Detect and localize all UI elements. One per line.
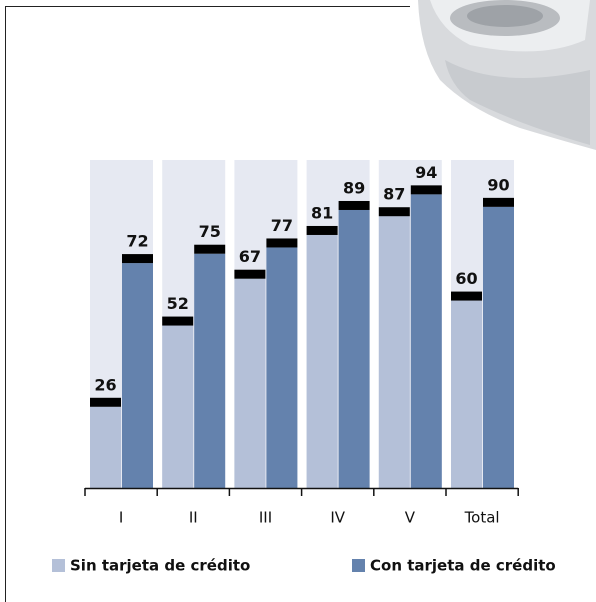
bar-cap xyxy=(234,269,266,279)
value-label: 52 xyxy=(167,294,189,313)
bar-cap xyxy=(90,397,121,407)
bar-cap xyxy=(410,185,442,195)
x-tick-label: III xyxy=(259,509,272,527)
bar-cap xyxy=(378,207,410,217)
bar-cap xyxy=(266,238,298,248)
bar xyxy=(194,253,226,488)
bar-cap xyxy=(162,316,194,326)
bar xyxy=(266,247,298,488)
value-label: 77 xyxy=(271,216,293,235)
bar-cap xyxy=(338,200,370,210)
value-label: 81 xyxy=(311,203,333,222)
x-tick-label: IV xyxy=(330,509,345,527)
x-tick-label: II xyxy=(189,509,198,527)
bar xyxy=(306,234,338,488)
bar xyxy=(162,325,194,488)
legend-label: Con tarjeta de crédito xyxy=(370,557,556,575)
x-tick-label: V xyxy=(405,509,416,527)
bar xyxy=(122,263,153,488)
x-tick-label: Total xyxy=(464,509,500,527)
value-label: 89 xyxy=(343,178,365,197)
bar xyxy=(410,194,442,488)
bar xyxy=(338,209,370,488)
bar-cap xyxy=(483,197,514,207)
bar-cap xyxy=(306,225,338,235)
bar xyxy=(90,406,121,488)
value-label: 60 xyxy=(455,269,477,288)
bar xyxy=(378,216,410,488)
legend-swatch xyxy=(52,559,65,572)
bar-cap xyxy=(451,291,482,301)
value-label: 26 xyxy=(94,375,116,394)
bar xyxy=(234,278,266,488)
bar xyxy=(451,300,482,488)
value-label: 72 xyxy=(126,232,148,251)
bar xyxy=(483,206,514,488)
washing-machine-illustration xyxy=(418,0,596,150)
value-label: 75 xyxy=(199,222,221,241)
value-label: 87 xyxy=(383,185,405,204)
value-label: 94 xyxy=(415,163,437,182)
legend-swatch xyxy=(352,559,365,572)
value-label: 90 xyxy=(487,175,509,194)
legend-label: Sin tarjeta de crédito xyxy=(70,557,250,575)
x-tick-label: I xyxy=(119,509,123,527)
bar-cap xyxy=(122,254,153,264)
bar-cap xyxy=(194,244,226,254)
value-label: 67 xyxy=(239,247,261,266)
